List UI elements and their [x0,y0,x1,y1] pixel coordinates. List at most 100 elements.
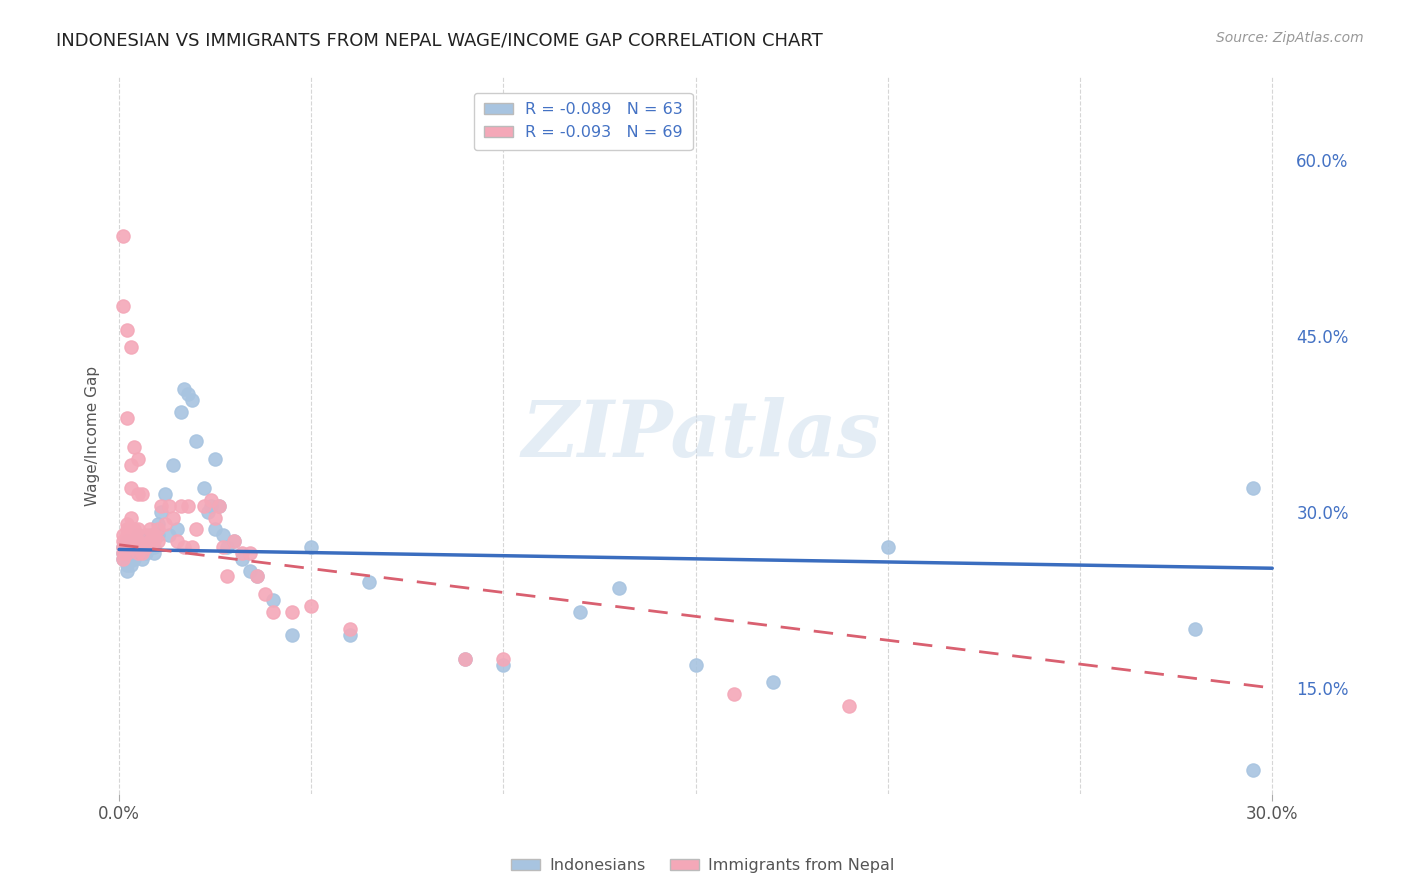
Point [115,546,138,560]
Point [146,516,169,531]
Point [181,540,204,554]
Point [200,493,222,508]
Point [173,540,195,554]
Point [131,487,153,501]
Point [146,528,169,542]
Point [142,540,165,554]
Point [299,599,322,613]
Point [142,534,165,549]
Point [157,528,180,542]
Point [120,510,142,524]
Point [135,546,157,560]
Point [120,558,142,572]
Point [215,569,238,583]
Point [111,534,134,549]
Point [139,523,162,537]
Point [239,546,262,560]
Point [146,523,169,537]
Point [492,651,515,665]
Point [111,546,134,560]
Point [115,534,138,549]
Point [155,487,177,501]
Point [169,499,191,513]
Point [124,552,146,566]
Point [281,628,304,642]
Point [111,540,134,554]
Point [127,546,149,560]
Point [177,499,200,513]
Point [124,440,146,454]
Point [115,528,138,542]
Point [204,452,226,467]
Point [492,657,515,672]
Point [177,387,200,401]
Point [685,657,707,672]
Point [208,499,231,513]
Point [135,528,157,542]
Point [569,605,592,619]
Point [131,552,153,566]
Text: Source: ZipAtlas.com: Source: ZipAtlas.com [1216,31,1364,45]
Point [142,546,165,560]
Point [339,628,361,642]
Point [115,516,138,531]
Point [254,587,277,601]
Point [111,299,134,313]
Point [115,411,138,425]
Point [197,505,219,519]
Point [208,499,231,513]
Point [139,540,162,554]
Point [162,510,184,524]
Point [262,593,284,607]
Point [1241,482,1264,496]
Point [607,581,630,595]
Point [139,528,162,542]
Point [127,487,149,501]
Point [838,698,860,713]
Point [150,505,173,519]
Point [131,546,153,560]
Point [193,499,215,513]
Point [761,675,783,690]
Point [876,540,898,554]
Point [111,528,134,542]
Point [120,540,142,554]
Point [127,534,149,549]
Point [124,534,146,549]
Point [157,499,180,513]
Point [299,540,322,554]
Legend: R = -0.089   N = 63, R = -0.093   N = 69: R = -0.089 N = 63, R = -0.093 N = 69 [474,93,693,150]
Point [120,552,142,566]
Point [111,552,134,566]
Point [166,523,188,537]
Point [139,534,162,549]
Point [127,540,149,554]
Point [454,651,477,665]
Point [111,552,134,566]
Point [181,393,204,408]
Y-axis label: Wage/Income Gap: Wage/Income Gap [86,366,100,506]
Point [200,499,222,513]
Point [115,323,138,337]
Point [115,523,138,537]
Point [1184,622,1206,636]
Point [173,382,195,396]
Point [204,510,226,524]
Point [120,458,142,472]
Point [212,528,235,542]
Point [169,405,191,419]
Point [184,434,207,449]
Point [150,499,173,513]
Point [120,540,142,554]
Point [111,229,134,244]
Point [115,558,138,572]
Point [127,523,149,537]
Point [184,523,207,537]
Point [224,534,246,549]
Point [162,458,184,472]
Point [212,540,235,554]
Point [454,651,477,665]
Point [120,482,142,496]
Point [1241,763,1264,777]
Point [131,540,153,554]
